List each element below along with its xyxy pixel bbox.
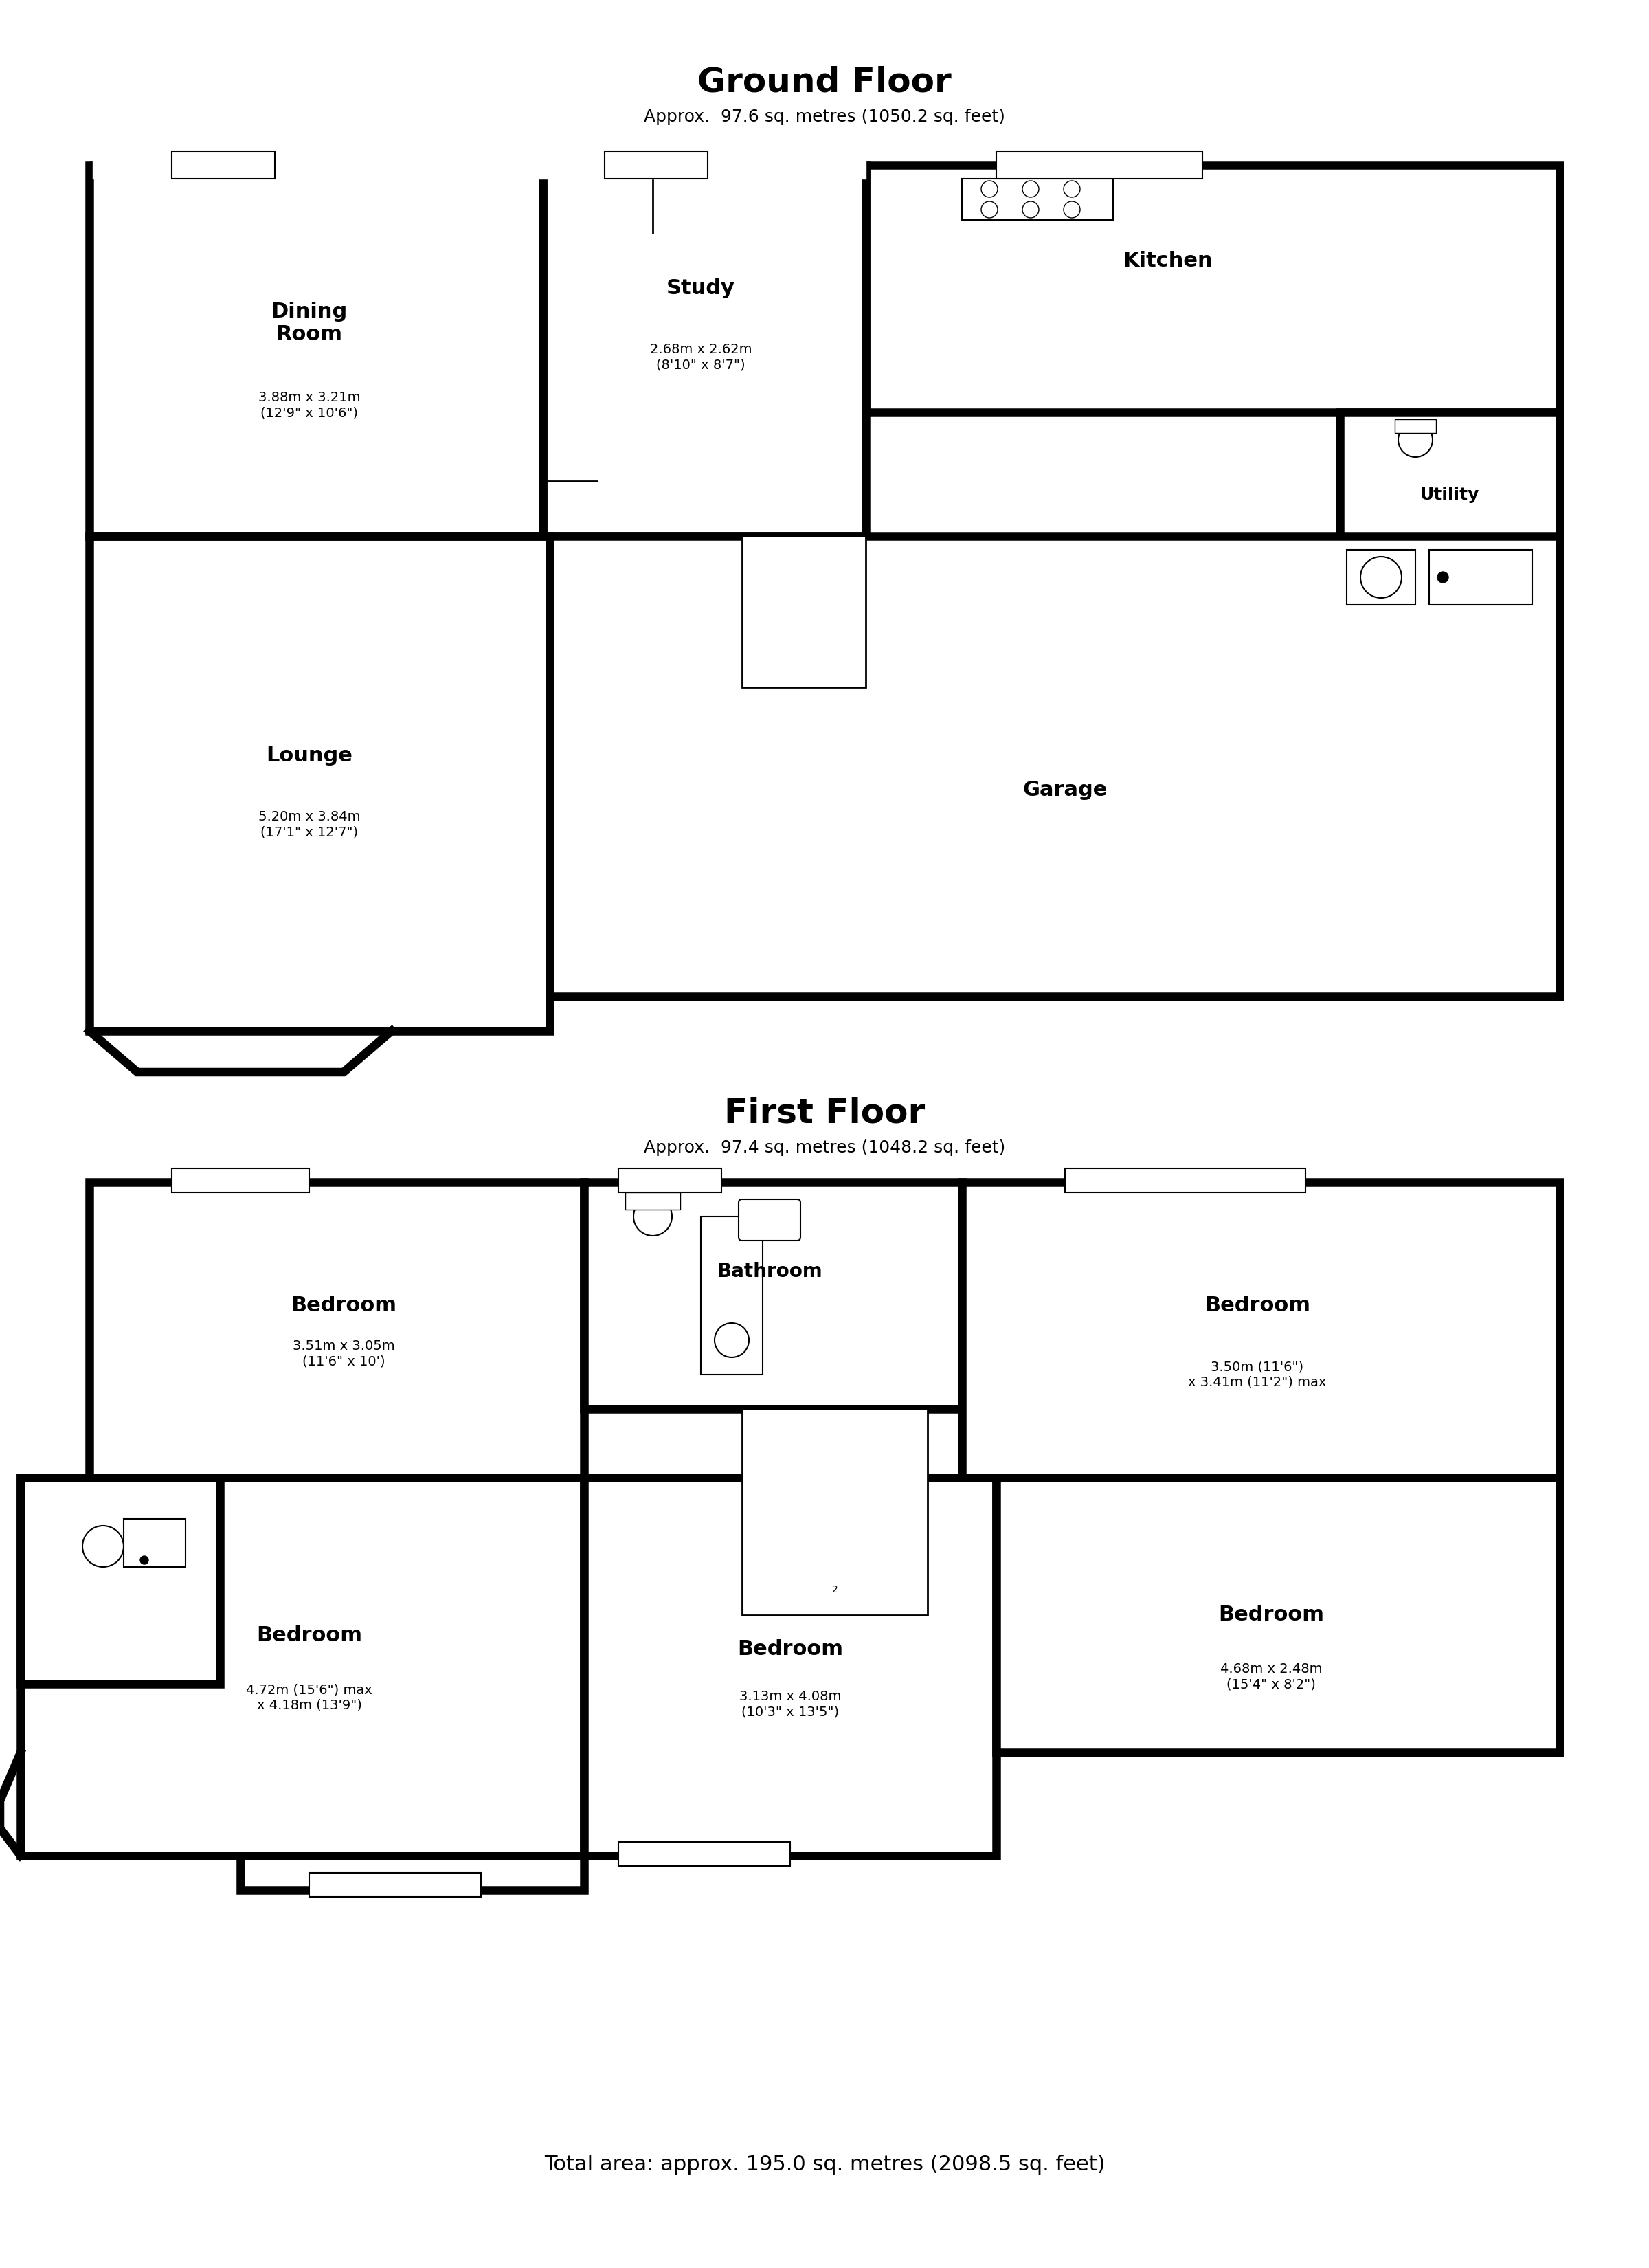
Bar [1065,1168,1306,1193]
Bar [89,535,549,1032]
Bar [1430,549,1532,606]
Text: 2: 2 [831,1585,838,1594]
Bar [618,1168,722,1193]
Text: Garage: Garage [1022,780,1108,801]
Bar [171,1168,310,1193]
Bar [625,1193,681,1209]
Bar [171,152,275,179]
Bar [1395,420,1436,433]
Bar [1339,413,1560,653]
Bar [742,1408,927,1615]
Text: Bathroom: Bathroom [717,1261,823,1281]
Bar [89,1182,584,1479]
Text: 4.68m x 2.48m
(15'4" x 8'2"): 4.68m x 2.48m (15'4" x 8'2") [1220,1662,1322,1692]
Text: 3.50m (11'6")
x 3.41m (11'2") max: 3.50m (11'6") x 3.41m (11'2") max [1189,1361,1326,1388]
Text: Lounge: Lounge [265,746,353,767]
Text: 3.51m x 3.05m
(11'6" x 10'): 3.51m x 3.05m (11'6" x 10') [292,1340,394,1368]
Text: Ground Floor: Ground Floor [698,66,951,100]
Text: 3.13m x 4.08m
(10'3" x 13'5"): 3.13m x 4.08m (10'3" x 13'5") [739,1690,841,1719]
Bar [742,535,866,687]
Bar [618,1842,790,1867]
Bar [89,166,543,535]
Text: Study: Study [666,279,735,299]
Text: Bedroom: Bedroom [1219,1606,1324,1626]
Text: Approx.  97.4 sq. metres (1048.2 sq. feet): Approx. 97.4 sq. metres (1048.2 sq. feet… [643,1139,1006,1157]
Bar [549,535,1560,996]
Bar [124,1520,185,1567]
Text: Bedroom: Bedroom [256,1626,363,1647]
Bar [584,1479,996,1855]
Circle shape [140,1556,148,1565]
Bar [310,1873,482,1896]
Text: Bedroom: Bedroom [1204,1295,1311,1315]
Text: Utility: Utility [1420,488,1479,503]
Text: Bedroom: Bedroom [737,1640,843,1660]
Text: Kitchen: Kitchen [1123,252,1214,272]
Bar [584,1182,961,1408]
Bar [996,152,1202,179]
Text: First Floor: First Floor [724,1098,925,1129]
Bar [605,152,707,179]
Bar [20,1479,584,1855]
Bar [961,1182,1560,1479]
Text: 5.20m x 3.84m
(17'1" x 12'7"): 5.20m x 3.84m (17'1" x 12'7") [259,810,359,839]
Text: Approx.  97.6 sq. metres (1050.2 sq. feet): Approx. 97.6 sq. metres (1050.2 sq. feet… [643,109,1006,125]
Text: 3.88m x 3.21m
(12'9" x 10'6"): 3.88m x 3.21m (12'9" x 10'6") [259,392,359,420]
Bar [1347,549,1415,606]
Bar [543,166,866,535]
Text: Dining
Room: Dining Room [270,302,348,345]
Text: Bedroom: Bedroom [290,1295,396,1315]
Bar [20,1479,219,1683]
Text: Total area: approx. 195.0 sq. metres (2098.5 sq. feet): Total area: approx. 195.0 sq. metres (20… [544,2155,1105,2175]
FancyBboxPatch shape [739,1200,800,1241]
Text: 4.72m (15'6") max
x 4.18m (13'9"): 4.72m (15'6") max x 4.18m (13'9") [246,1683,373,1712]
Bar [961,179,1113,220]
Bar [701,1216,762,1374]
Bar [866,166,1560,413]
Text: 2.68m x 2.62m
(8'10" x 8'7"): 2.68m x 2.62m (8'10" x 8'7") [650,342,752,372]
Circle shape [1438,572,1448,583]
Bar [996,1479,1560,1753]
